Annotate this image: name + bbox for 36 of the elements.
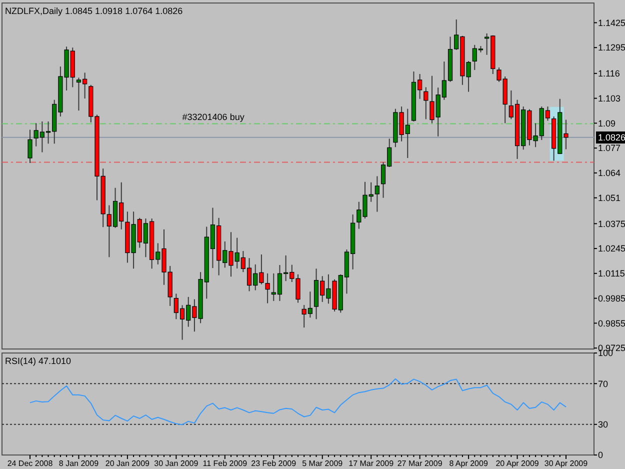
y-tick-label: 1.0115 [598,268,625,279]
x-tick-label: 24 Dec 2008 [7,459,54,468]
y-tick-label: 1.0245 [598,244,625,254]
y-tick-label: 0.9855 [598,318,625,328]
y-tick-label: 70 [598,378,608,389]
y-tick-label: 0.9985 [598,293,625,304]
x-tick-label: 27 Mar 2009 [397,459,443,468]
y-tick-label: 1.1425 [598,18,625,28]
chart-title: NZDLFX,Daily 1.0845 1.0918 1.0764 1.0826 [5,6,183,16]
x-tick-label: 30 Jan 2009 [154,459,199,468]
ref-line-label: #33201406 buy [182,112,245,122]
x-tick-label: 11 Feb 2009 [202,459,248,468]
x-tick-label: 30 Apr 2009 [544,459,588,468]
y-tick-label: 1.077 [598,143,621,154]
chart-title: RSI(14) 47.1010 [5,356,72,366]
y-tick-label: 30 [598,420,608,430]
x-tick-label: 17 Mar 2009 [348,459,394,468]
x-tick-label: 20 Jan 2009 [105,459,150,468]
x-tick-label: 23 Feb 2009 [251,459,297,468]
y-tick-label: 0 [598,450,604,460]
y-tick-label: 1.09 [598,118,616,128]
candlestick [424,86,428,120]
y-tick-label: 1.064 [598,168,621,178]
line-series [30,378,566,426]
y-tick-label: 1.103 [598,93,621,104]
x-tick-label: 8 Jan 2009 [58,459,100,468]
x-tick-label: 20 Apr 2009 [496,459,540,468]
candlestick [265,272,270,304]
y-tick-label: 1.051 [598,192,621,203]
ref-line-label: 1.0826 [598,132,625,142]
y-tick-label: 1.1295 [598,42,625,53]
x-tick-label: 8 Apr 2009 [449,459,488,468]
y-tick-label: 1.116 [598,68,620,79]
y-tick-label: 1.0375 [598,218,625,229]
candlestick [28,129,32,164]
x-tick-label: 5 Mar 2009 [302,459,344,468]
